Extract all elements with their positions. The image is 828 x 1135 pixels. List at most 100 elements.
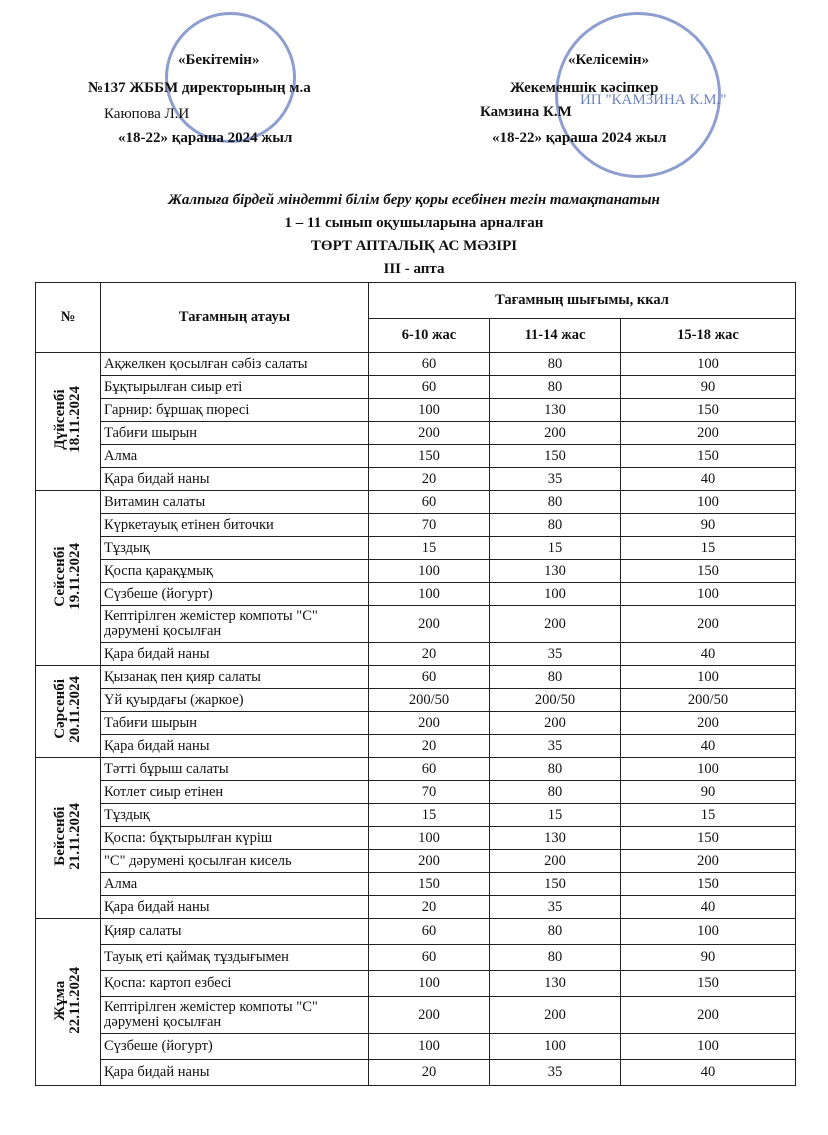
day-cell: Сейсенбі 19.11.2024 [35,490,101,666]
menu-row: Сүзбеше (йогурт) 100 100 100 [36,1033,796,1060]
dish-name: Қара бидай наны [100,467,369,491]
kcal-value: 100 [368,559,490,583]
kcal-value: 20 [368,734,490,758]
kcal-value: 200 [620,849,796,873]
kcal-value: 40 [620,1059,796,1086]
menu-row: Гарнир: бұршақ пюресі 100 130 150 [36,398,796,422]
menu-row: Күркетауық етінен биточки 70 80 90 [36,513,796,537]
dish-name: Табиғи шырын [100,421,369,445]
kcal-value: 100 [620,352,796,376]
day-label: Жұма 22.11.2024 [52,966,83,1034]
kcal-value: 130 [489,970,621,997]
day-name: Бейсенбі [52,806,68,866]
kcal-value: 150 [620,398,796,422]
kcal-value: 15 [368,536,490,560]
col-age: 6-10 жас [368,318,490,353]
dish-name: Бұқтырылған сиыр еті [100,375,369,399]
kcal-value: 35 [489,1059,621,1086]
kcal-value: 20 [368,895,490,919]
stamp-left [165,12,296,143]
menu-row: Алма 150 150 150 [36,872,796,896]
dish-name: Кептірілген жемістер компоты "С" дәрумен… [100,996,369,1034]
day-cell: Сәрсенбі 20.11.2024 [35,665,101,758]
menu-row: Тауық еті қаймақ тұздығымен 60 80 90 [36,944,796,971]
day-name: Дүйсенбі [52,389,68,450]
kcal-value: 80 [489,918,621,945]
day-date: 18.11.2024 [67,386,83,453]
kcal-value: 150 [620,970,796,997]
dish-name: Гарнир: бұршақ пюресі [100,398,369,422]
kcal-value: 80 [489,780,621,804]
dish-name: Қызанақ пен қияр салаты [100,665,369,689]
menu-row: Жұма 22.11.2024 Қияр салаты 60 80 100 [35,918,796,1086]
kcal-value: 200/50 [368,688,490,712]
title-line: III - апта [383,261,445,277]
kcal-value: 150 [620,559,796,583]
kcal-value: 100 [368,1033,490,1060]
kcal-value: 150 [620,444,796,468]
title-line: 1 – 11 сынып оқушыларына арналған [284,215,544,231]
dish-name: Ақжелкен қосылған сәбіз салаты [100,352,369,376]
day-date: 20.11.2024 [67,676,83,743]
director: №137 ЖББМ директорының м.а [88,80,311,96]
menu-row: "С" дәрумені қосылған кисель 200 200 200 [36,849,796,873]
day-date: 19.11.2024 [67,542,83,610]
menu-row: Кептірілген жемістер компоты "С" дәрумен… [36,605,796,643]
title-line: ТӨРТ АПТАЛЫҚ АС МӘЗІРІ [310,238,518,254]
kcal-value: 80 [489,375,621,399]
kcal-value: 15 [489,803,621,827]
kcal-value: 35 [489,734,621,758]
kcal-value: 40 [620,734,796,758]
menu-row: Үй қуырдағы (жаркое) 200/50 200/50 200/50 [36,688,796,712]
dish-name: Тұздық [100,536,369,560]
kcal-value: 90 [620,375,796,399]
menu-row: Қоспа: бұқтырылған күріш 100 130 150 [36,826,796,850]
menu-row: Қара бидай наны 20 35 40 [36,467,796,491]
menu-table: № Тағамның атауы Тағамның шығымы, ккал 6-1… [35,282,796,1086]
dish-name: Тәтті бұрыш салаты [100,757,369,781]
kcal-value: 200 [368,711,490,735]
kcal-value: 150 [620,826,796,850]
kcal-value: 100 [489,582,621,606]
menu-row: Тұздық 15 15 15 [36,536,796,560]
day-label: Сәрсенбі 20.11.2024 [52,676,83,743]
kcal-value: 100 [620,490,796,514]
menu-row: Алма 150 150 150 [36,444,796,468]
dish-name: Сүзбеше (йогурт) [100,582,369,606]
menu-row: Табиғи шырын 200 200 200 [36,421,796,445]
dish-name: Котлет сиыр етінен [100,780,369,804]
day-cell: Жұма 22.11.2024 [35,918,101,1086]
kcal-value: 100 [620,918,796,945]
title-line: Жалпыға бірдей міндетті білім беру қоры … [168,192,660,208]
kcal-value: 35 [489,467,621,491]
menu-row: Кептірілген жемістер компоты "С" дәрумен… [36,996,796,1034]
day-date: 22.11.2024 [67,966,83,1034]
approve-date: «18-22» қараша 2024 жыл [118,130,293,146]
day-date: 21.11.2024 [67,802,83,870]
day-label: Бейсенбі 21.11.2024 [52,802,83,870]
day-name: Сәрсенбі [52,679,68,740]
kcal-value: 20 [368,642,490,666]
kcal-value: 200 [620,605,796,643]
day-cell: Дүйсенбі 18.11.2024 [35,352,101,491]
kcal-value: 40 [620,895,796,919]
kcal-value: 80 [489,757,621,781]
kcal-value: 200 [620,996,796,1034]
kcal-value: 150 [489,444,621,468]
dish-name: Қоспа: картоп езбесі [100,970,369,997]
menu-row: Дүйсенбі 18.11.2024 Ақжелкен қосылған сәбі… [35,352,796,491]
dish-name: Алма [100,872,369,896]
entrepreneur: Жекеменшік кәсіпкер [510,80,659,96]
dish-name: Витамин салаты [100,490,369,514]
menu-row: Қара бидай наны 20 35 40 [36,642,796,666]
dish-name: "С" дәрумені қосылған кисель [100,849,369,873]
dish-name: Алма [100,444,369,468]
kcal-value: 200 [620,421,796,445]
menu-row: Қара бидай наны 20 35 40 [36,734,796,758]
kcal-value: 150 [620,872,796,896]
kcal-value: 100 [620,665,796,689]
kcal-value: 100 [368,826,490,850]
kcal-value: 15 [620,536,796,560]
kcal-value: 60 [368,918,490,945]
kcal-value: 200 [368,996,490,1034]
